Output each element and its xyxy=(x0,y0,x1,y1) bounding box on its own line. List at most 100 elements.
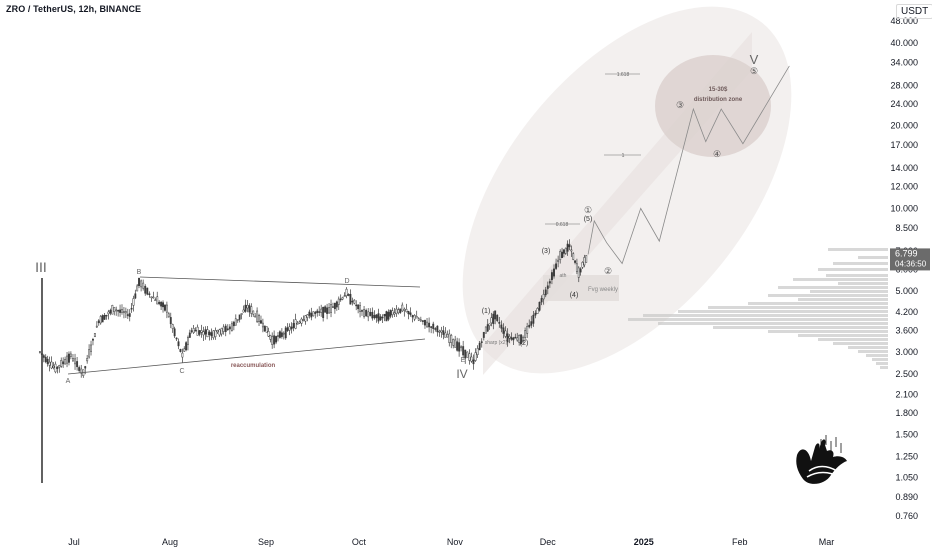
candle-body xyxy=(377,313,380,322)
candle xyxy=(88,344,91,359)
candle xyxy=(240,313,243,320)
candle-body xyxy=(542,294,545,300)
candle xyxy=(256,307,259,323)
y-tick-label: 24.000 xyxy=(890,99,918,109)
candle xyxy=(154,297,157,302)
candle-body xyxy=(146,287,149,295)
candle-body xyxy=(464,349,467,359)
candle xyxy=(134,289,137,300)
candle xyxy=(62,357,65,368)
candle-body xyxy=(68,353,70,363)
y-tick-label: 12.000 xyxy=(890,182,918,192)
candle-body xyxy=(258,314,260,322)
candle xyxy=(190,327,193,334)
candle-body xyxy=(124,311,127,314)
volume-profile-row xyxy=(778,286,888,289)
candle-body xyxy=(192,328,195,334)
candle xyxy=(351,297,354,306)
volume-profile-row xyxy=(768,330,888,333)
candle xyxy=(540,295,543,306)
candle-body xyxy=(244,304,247,312)
candle xyxy=(548,278,551,288)
candle xyxy=(316,308,319,317)
candle xyxy=(550,269,553,285)
candle xyxy=(436,325,439,337)
volume-profile xyxy=(628,248,888,369)
candle-body xyxy=(130,307,133,310)
candle xyxy=(260,315,262,324)
candle xyxy=(156,291,159,305)
currency-unit[interactable]: USDT xyxy=(896,4,932,19)
y-tick-label: 10.000 xyxy=(890,203,918,213)
candle-body xyxy=(424,319,426,326)
candle-body xyxy=(232,321,235,327)
volume-profile-row xyxy=(838,282,888,285)
x-tick-label: Dec xyxy=(540,537,557,547)
candle xyxy=(146,287,149,296)
candle-body xyxy=(502,327,505,334)
candle-body xyxy=(164,304,166,311)
candle xyxy=(86,354,89,364)
candle-body xyxy=(316,310,319,313)
candle-body xyxy=(355,304,358,307)
candle xyxy=(103,312,106,321)
candle-body xyxy=(482,332,485,338)
candle-body xyxy=(74,358,76,365)
candle xyxy=(248,303,251,317)
candle-body xyxy=(210,332,213,337)
candle xyxy=(84,365,87,375)
candle-body xyxy=(181,352,184,358)
candle xyxy=(585,255,588,263)
candle-body xyxy=(103,315,106,320)
candle xyxy=(132,295,135,312)
candle-body xyxy=(263,325,266,332)
candle xyxy=(357,304,360,314)
candle-body xyxy=(559,251,562,260)
candle-body xyxy=(446,334,449,338)
candle-body xyxy=(175,337,178,340)
candle xyxy=(181,348,184,363)
candle-body xyxy=(468,353,471,361)
candle-body xyxy=(188,332,191,338)
candle xyxy=(78,365,81,373)
candle xyxy=(214,327,217,340)
candle-body xyxy=(345,288,348,297)
candle xyxy=(566,240,569,256)
candle xyxy=(371,307,374,321)
y-tick-label: 2.100 xyxy=(895,390,918,400)
candle xyxy=(421,320,424,325)
candle xyxy=(320,304,323,317)
candle-body xyxy=(417,318,420,321)
candle-body xyxy=(466,351,469,358)
candle-body xyxy=(218,329,221,336)
candle-body xyxy=(421,320,424,322)
annotation-label: ath xyxy=(560,273,567,279)
wave-label: ④ xyxy=(713,149,721,159)
candle-body xyxy=(504,330,507,337)
candle-body xyxy=(367,311,370,318)
price-tag-countdown: 04:36:50 xyxy=(895,259,927,268)
candle-body xyxy=(349,293,352,305)
candle-body xyxy=(436,325,439,333)
candle-body xyxy=(510,337,513,340)
candle-body xyxy=(583,257,586,266)
candle-body xyxy=(226,328,229,331)
candle-body xyxy=(142,282,145,289)
candle xyxy=(69,351,72,360)
candle-body xyxy=(564,247,567,254)
candle xyxy=(369,308,372,317)
candle xyxy=(337,296,340,311)
candle xyxy=(282,331,285,340)
fib-label: 0.618 xyxy=(556,222,569,228)
candle xyxy=(111,304,114,315)
candle-body xyxy=(506,333,509,343)
volume-profile-row xyxy=(858,350,888,353)
candle-body xyxy=(214,330,217,337)
fvg-box xyxy=(543,275,619,301)
candle xyxy=(440,326,443,338)
candle xyxy=(187,335,189,351)
fib-label: 1 xyxy=(622,153,625,159)
candle xyxy=(304,315,307,325)
